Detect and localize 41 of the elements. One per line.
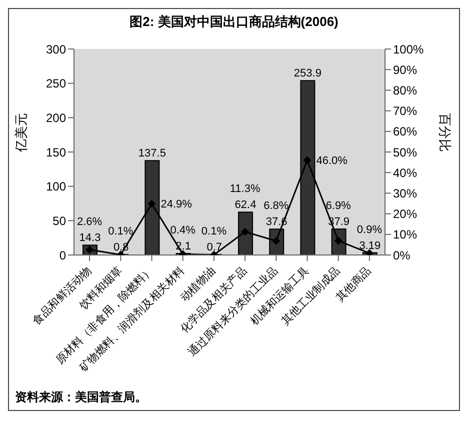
data-label: 0.4% [170,224,196,237]
data-label: 0.9% [356,224,382,236]
y-tick-label: 50 [52,214,66,228]
point [148,200,156,208]
y2-tick-label: 20% [393,207,418,222]
y-tick-label: 300 [46,42,66,56]
y2-tick-label: 0% [393,248,411,262]
data-label: 2.6% [77,216,102,228]
y2-tick-label: 80% [393,83,418,98]
y-tick-label: 0 [59,248,66,262]
data-label: 3.19 [359,240,381,252]
y-tick-label: 150 [46,145,66,160]
y2-axis-title: 百分比 [437,113,452,152]
point [241,228,250,236]
data-label: 253.9 [294,68,322,80]
y2-tick-label: 10% [393,228,418,242]
data-label: 46.0% [316,155,348,168]
text: 资料来源：美国普查局。 [14,389,148,406]
y2-tick-label: 90% [393,62,418,77]
data-label: 14.3 [79,232,101,244]
data-label: 6.9% [326,200,352,212]
data-label: 137.5 [138,148,166,160]
data-label: 0.7 [206,242,222,254]
y2-tick-label: 60% [393,124,418,139]
y2-tick-label: 70% [393,104,418,118]
y2-tick-label: 50% [393,145,418,160]
y2-tick-label: 30% [393,186,418,200]
y2-tick-label: 40% [393,166,418,180]
y-tick-label: 100 [46,180,66,194]
y-tick-label: 250 [46,76,66,91]
data-label: 24.9% [160,198,192,211]
y-axis-title: 亿美元 [14,113,29,153]
chart-title: 图2: 美国对中国出口商品结构(2006) [128,13,340,31]
data-label: 0.1% [108,225,134,238]
data-label: 11.3% [230,183,260,196]
y2-tick-label: 100% [393,42,424,56]
data-label: 6.8% [264,200,289,212]
data-label: 62.4 [234,199,256,212]
point [303,156,312,164]
y-tick-label: 200 [46,110,66,125]
data-label: 0.1% [201,226,227,238]
